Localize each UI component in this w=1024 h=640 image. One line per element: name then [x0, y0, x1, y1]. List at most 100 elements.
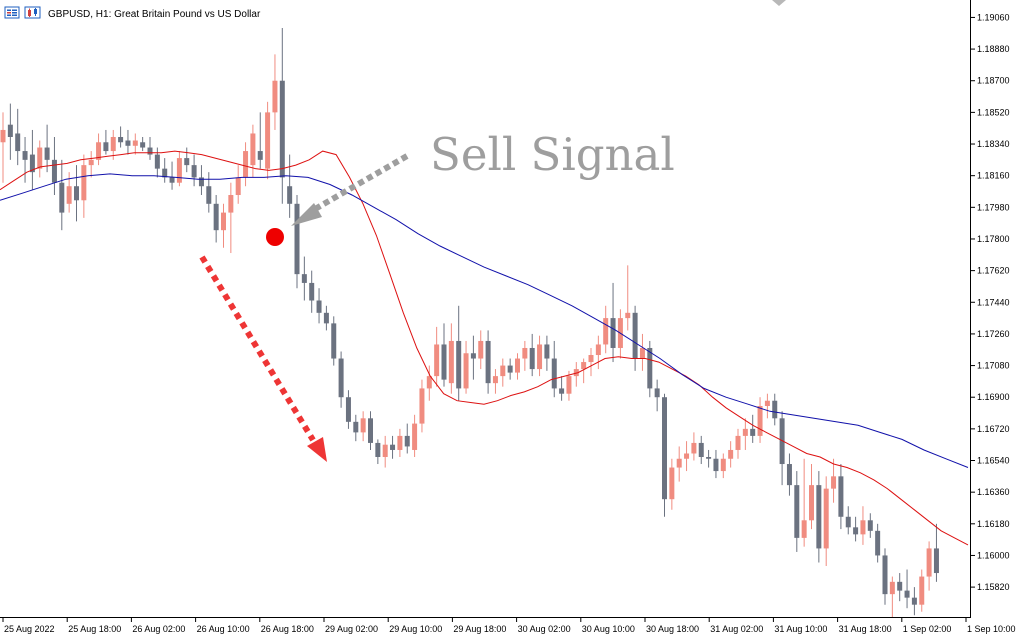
candle	[191, 154, 197, 187]
candle	[801, 458, 807, 547]
candle	[404, 423, 410, 454]
candle	[867, 513, 873, 538]
candle-body	[647, 347, 653, 389]
candle	[265, 101, 271, 180]
candle-body	[404, 435, 410, 447]
candle-body	[323, 312, 329, 324]
candle-body	[507, 365, 513, 373]
candle	[529, 333, 535, 377]
candle-body	[566, 376, 572, 394]
candle	[323, 305, 329, 331]
candle	[485, 330, 491, 394]
time-tick-label: 29 Aug 10:00	[389, 624, 442, 634]
candle-body	[15, 133, 21, 152]
candle	[500, 358, 506, 387]
candle-body	[257, 151, 263, 160]
candle	[845, 506, 851, 535]
candle	[809, 464, 814, 530]
candle	[603, 305, 609, 354]
chart-type-icon[interactable]	[24, 6, 41, 19]
time-tick-label: 31 Aug 02:00	[710, 624, 763, 634]
candle-body	[662, 397, 667, 500]
chart-title: GBPUSD, H1: Great Britain Pound vs US Do…	[48, 9, 261, 20]
candle	[7, 103, 13, 160]
candle	[176, 151, 182, 187]
time-tick-label: 26 Aug 18:00	[261, 624, 314, 634]
candle-body	[500, 365, 506, 377]
candle-body	[74, 186, 79, 201]
candle-body	[706, 456, 712, 459]
candle	[559, 376, 565, 401]
candle-body	[213, 203, 219, 231]
sell-signal-pointer-arrowhead	[291, 203, 322, 226]
candle	[889, 576, 895, 617]
candle-body	[581, 362, 587, 370]
price-axis[interactable]: 1.19060 1.18880 1.18700 1.18520 1.18340 1.181…	[971, 12, 1010, 592]
time-tick-label: 30 Aug 18:00	[646, 624, 699, 634]
candle	[309, 270, 315, 313]
time-axis[interactable]: 25 Aug 2022 25 Aug 18:00 26 Aug 02:00 26 Au…	[2, 618, 1016, 634]
candle-body	[360, 418, 366, 433]
candle	[831, 458, 837, 503]
candle	[235, 165, 241, 204]
candle	[581, 358, 587, 384]
candle	[118, 126, 124, 148]
time-tick-label: 26 Aug 10:00	[197, 624, 250, 634]
candle	[684, 441, 690, 472]
candle-body	[933, 548, 939, 574]
candle-body	[338, 358, 344, 398]
sell-signal-marker[interactable]	[266, 228, 284, 246]
candle	[720, 453, 726, 479]
indicators-list-icon[interactable]	[4, 6, 20, 19]
candle-body	[463, 353, 469, 389]
candle-body	[184, 158, 190, 166]
candle-body	[720, 458, 726, 472]
candle	[272, 54, 278, 130]
candle	[779, 411, 785, 486]
candle-body	[29, 154, 35, 173]
candle-body	[845, 516, 851, 528]
candle-body	[221, 212, 226, 231]
price-tick-label: 1.17440	[977, 297, 1010, 307]
candle-body	[875, 530, 881, 556]
candle	[786, 453, 792, 496]
candle-body	[37, 147, 43, 169]
candle	[772, 393, 778, 426]
candle	[96, 133, 102, 166]
candle	[456, 305, 462, 401]
candle-body	[926, 548, 932, 577]
price-tick-label: 1.18880	[977, 44, 1010, 54]
candle-body	[345, 397, 351, 422]
candle-body	[860, 520, 866, 535]
candle	[140, 136, 146, 152]
candle-body	[412, 423, 418, 450]
candle-body	[742, 428, 748, 436]
candle-body	[294, 203, 300, 275]
time-tick-label: 1 Sep 10:00	[967, 624, 1016, 634]
candle-body	[779, 418, 785, 465]
price-tick-label: 1.16540	[977, 456, 1010, 466]
price-tick-label: 1.16180	[977, 519, 1010, 529]
candle-body	[0, 129, 6, 143]
price-tick-label: 1.16360	[977, 487, 1010, 497]
candle	[698, 435, 704, 465]
candle	[515, 353, 520, 380]
time-tick-label: 29 Aug 18:00	[453, 624, 506, 634]
candle	[757, 397, 763, 443]
candle-body	[786, 464, 792, 486]
candle-body	[728, 449, 734, 459]
moving-average-slow	[0, 173, 969, 468]
candle-body	[198, 177, 204, 187]
candle-body	[691, 442, 697, 454]
candle-body	[698, 442, 704, 457]
candle-body	[287, 186, 293, 204]
price-tick-label: 1.16720	[977, 424, 1010, 434]
candle-body	[889, 581, 895, 595]
candle-body	[397, 435, 403, 450]
candle-body	[243, 151, 249, 178]
time-tick-label: 29 Aug 02:00	[325, 624, 378, 634]
sell-signal-pointer-arrow	[313, 153, 409, 212]
candle	[154, 147, 160, 178]
candle-body	[206, 186, 212, 204]
